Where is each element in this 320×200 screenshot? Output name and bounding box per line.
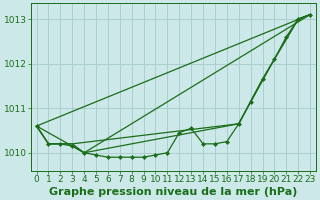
- X-axis label: Graphe pression niveau de la mer (hPa): Graphe pression niveau de la mer (hPa): [49, 187, 298, 197]
